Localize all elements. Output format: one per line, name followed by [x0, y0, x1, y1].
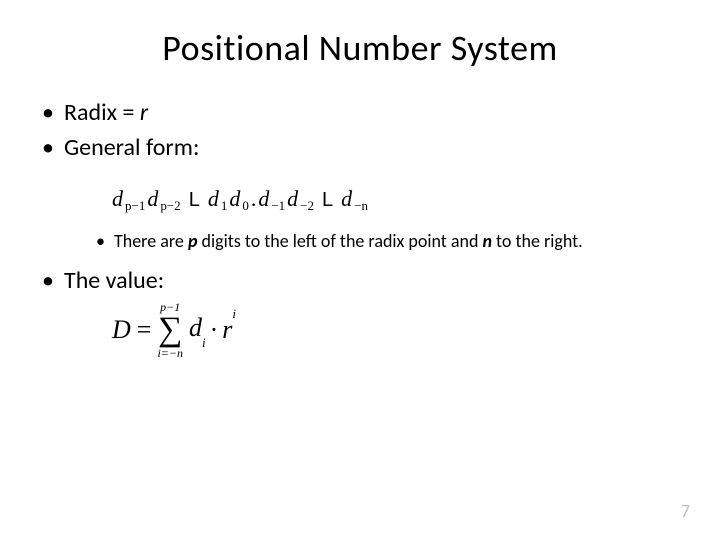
sub-note-suffix: to the right. [492, 230, 583, 252]
sum-D: D [112, 315, 131, 345]
sum-ri: ri [222, 315, 236, 345]
sub-bullet-list: There are p digits to the left of the ra… [96, 230, 680, 252]
digit-sub-m1: −1 [271, 198, 285, 214]
digit-sequence: dp−1 dp−2 L d1 d0 . d−1 d−2 L d−n [112, 186, 680, 212]
digit-d2: d [147, 186, 158, 212]
digit-sub-1: 1 [221, 198, 228, 214]
digit-d3: d [208, 186, 219, 212]
digit-sequence-formula: dp−1 dp−2 L d1 d0 . d−1 d−2 L d−n [112, 186, 680, 212]
sum-r-sup: i [232, 306, 236, 321]
ellipsis-1: L [189, 189, 200, 212]
slide-title: Positional Number System [40, 26, 680, 70]
main-bullet-list: Radix = r General form: [40, 98, 680, 162]
bullet-general-form: General form: [40, 133, 680, 162]
page-number: 7 [681, 500, 690, 522]
sigma-lower: i=−n [157, 347, 183, 359]
digit-d5: d [258, 186, 269, 212]
digit-sub-mn: −n [354, 198, 368, 214]
digit-sub-pm2: p−2 [160, 198, 180, 214]
bullet-radix: Radix = r [40, 98, 680, 127]
digit-d1: d [112, 186, 123, 212]
sub-note: There are p digits to the left of the ra… [96, 230, 680, 252]
sub-note-n: n [482, 230, 492, 252]
digit-sub-pm1: p−1 [125, 198, 145, 214]
sum-d-sub: i [202, 335, 206, 350]
digit-sub-0: 0 [242, 198, 249, 214]
bullet-value: The value: [40, 266, 680, 295]
sigma-block: p−1 ∑ i=−n [157, 301, 183, 359]
radix-text: Radix = [64, 98, 140, 127]
sum-di: di [189, 313, 206, 346]
digit-sub-m2: −2 [300, 198, 314, 214]
ellipsis-2: L [322, 189, 333, 212]
sub-note-mid: digits to the left of the radix point an… [197, 230, 482, 252]
sum-r: r [222, 315, 232, 344]
digit-d4: d [229, 186, 240, 212]
radix-point: . [251, 186, 257, 212]
slide: Positional Number System Radix = r Gener… [0, 0, 720, 540]
sub-note-prefix: There are [114, 230, 188, 252]
radix-var: r [140, 98, 148, 127]
sum-d: d [189, 313, 202, 342]
value-bullet-list: The value: [40, 266, 680, 295]
sum-eq: = [137, 315, 152, 345]
digit-d7: d [341, 186, 352, 212]
sigma-symbol: ∑ [158, 313, 182, 347]
digit-d6: d [287, 186, 298, 212]
sum-dot: · [210, 315, 219, 345]
value-formula: D = p−1 ∑ i=−n di · ri [112, 301, 680, 359]
